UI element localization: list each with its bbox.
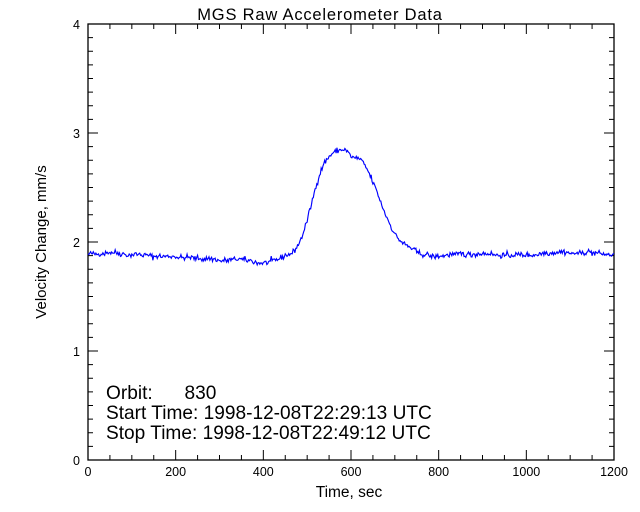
svg-text:Orbit: 830: Orbit: 830 xyxy=(106,383,216,404)
svg-text:Stop Time: 1998-12-08T22:49:12: Stop Time: 1998-12-08T22:49:12 UTC xyxy=(106,423,431,444)
svg-text:0: 0 xyxy=(85,465,92,479)
svg-text:400: 400 xyxy=(253,465,274,479)
svg-text:1000: 1000 xyxy=(512,465,540,479)
svg-text:Start Time: 1998-12-08T22:29:1: Start Time: 1998-12-08T22:29:13 UTC xyxy=(106,403,432,424)
svg-text:4: 4 xyxy=(73,18,80,32)
svg-text:Velocity Change, mm/s: Velocity Change, mm/s xyxy=(33,165,50,318)
svg-text:600: 600 xyxy=(341,465,362,479)
svg-text:1: 1 xyxy=(73,345,80,359)
svg-text:1200: 1200 xyxy=(600,465,628,479)
svg-text:200: 200 xyxy=(165,465,186,479)
svg-text:800: 800 xyxy=(428,465,449,479)
svg-text:Time, sec: Time, sec xyxy=(316,484,383,501)
svg-text:2: 2 xyxy=(73,236,80,250)
svg-text:0: 0 xyxy=(73,454,80,468)
svg-text:3: 3 xyxy=(73,127,80,141)
svg-text:MGS Raw Accelerometer Data: MGS Raw Accelerometer Data xyxy=(197,6,442,24)
